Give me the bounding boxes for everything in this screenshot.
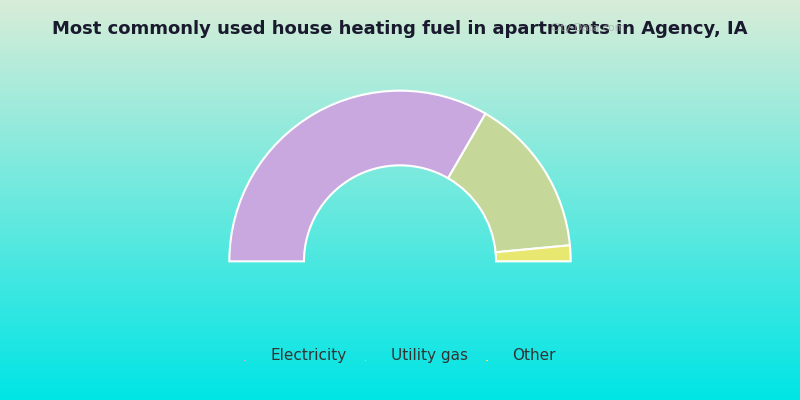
Wedge shape — [495, 245, 570, 261]
Wedge shape — [230, 91, 486, 261]
Text: Most commonly used house heating fuel in apartments in Agency, IA: Most commonly used house heating fuel in… — [52, 20, 748, 38]
Text: City-Data.com: City-Data.com — [550, 23, 626, 33]
Legend: Electricity, Utility gas, Other: Electricity, Utility gas, Other — [240, 343, 560, 368]
Wedge shape — [448, 114, 570, 252]
